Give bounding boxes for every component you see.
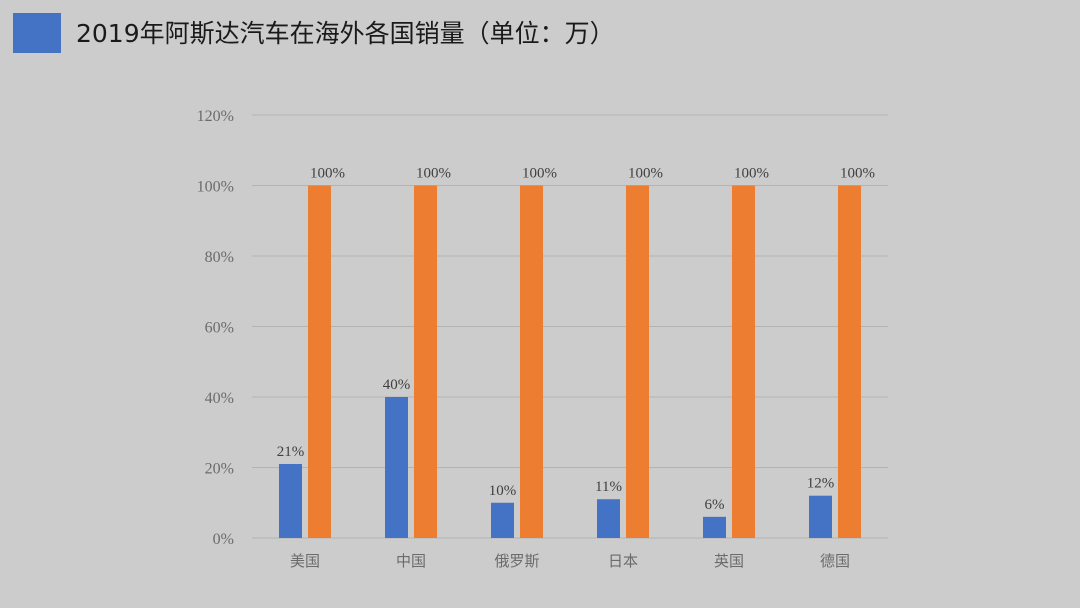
category-label: 德国 xyxy=(820,552,850,570)
title-marker xyxy=(13,13,61,53)
bars xyxy=(279,185,861,538)
data-label: 100% xyxy=(522,166,557,182)
data-label: 6% xyxy=(705,497,725,513)
bar-series-1 xyxy=(385,397,408,538)
y-axis-ticks: 0% 20% 40% 60% 80% 100% 120% xyxy=(197,108,234,548)
category-label: 中国 xyxy=(396,552,426,570)
y-tick-label: 0% xyxy=(213,531,234,548)
y-tick-label: 80% xyxy=(205,249,234,266)
data-label: 100% xyxy=(628,166,663,182)
y-tick-label: 20% xyxy=(205,461,234,478)
bar-series-1 xyxy=(597,499,620,538)
bar-series-1 xyxy=(279,463,302,538)
data-label: 11% xyxy=(595,479,622,495)
data-label: 21% xyxy=(277,444,305,460)
bar-series-1 xyxy=(809,495,832,538)
data-label: 10% xyxy=(489,483,517,499)
data-label: 100% xyxy=(734,166,769,182)
data-labels: 21% 100% 40% 100% 10% 100% 11% 100% 6% 100% 12% 100… xyxy=(277,166,875,513)
gridlines xyxy=(252,114,888,539)
y-tick-label: 100% xyxy=(197,179,234,196)
y-tick-label: 120% xyxy=(197,108,234,125)
y-tick-label: 60% xyxy=(205,320,234,337)
bar-series-2 xyxy=(308,185,331,538)
category-label: 俄罗斯 xyxy=(494,552,539,570)
bar-series-1 xyxy=(491,502,514,538)
bar-series-2 xyxy=(732,185,755,538)
bar-series-2 xyxy=(520,185,543,538)
chart-title: 2019年阿斯达汽车在海外各国销量（单位：万） xyxy=(76,19,615,48)
data-label: 100% xyxy=(416,166,451,182)
y-tick-label: 40% xyxy=(205,390,234,407)
x-axis-categories: 美国 中国 俄罗斯 日本 英国 德国 xyxy=(290,552,850,570)
category-label: 英国 xyxy=(714,552,744,570)
bar-series-2 xyxy=(414,185,437,538)
data-label: 100% xyxy=(840,166,875,182)
bar-series-2 xyxy=(626,185,649,538)
category-label: 美国 xyxy=(290,552,320,570)
bar-series-1 xyxy=(703,516,726,538)
category-label: 日本 xyxy=(608,552,638,570)
data-label: 40% xyxy=(383,377,411,393)
bar-series-2 xyxy=(838,185,861,538)
data-label: 12% xyxy=(807,476,835,492)
data-label: 100% xyxy=(310,166,345,182)
